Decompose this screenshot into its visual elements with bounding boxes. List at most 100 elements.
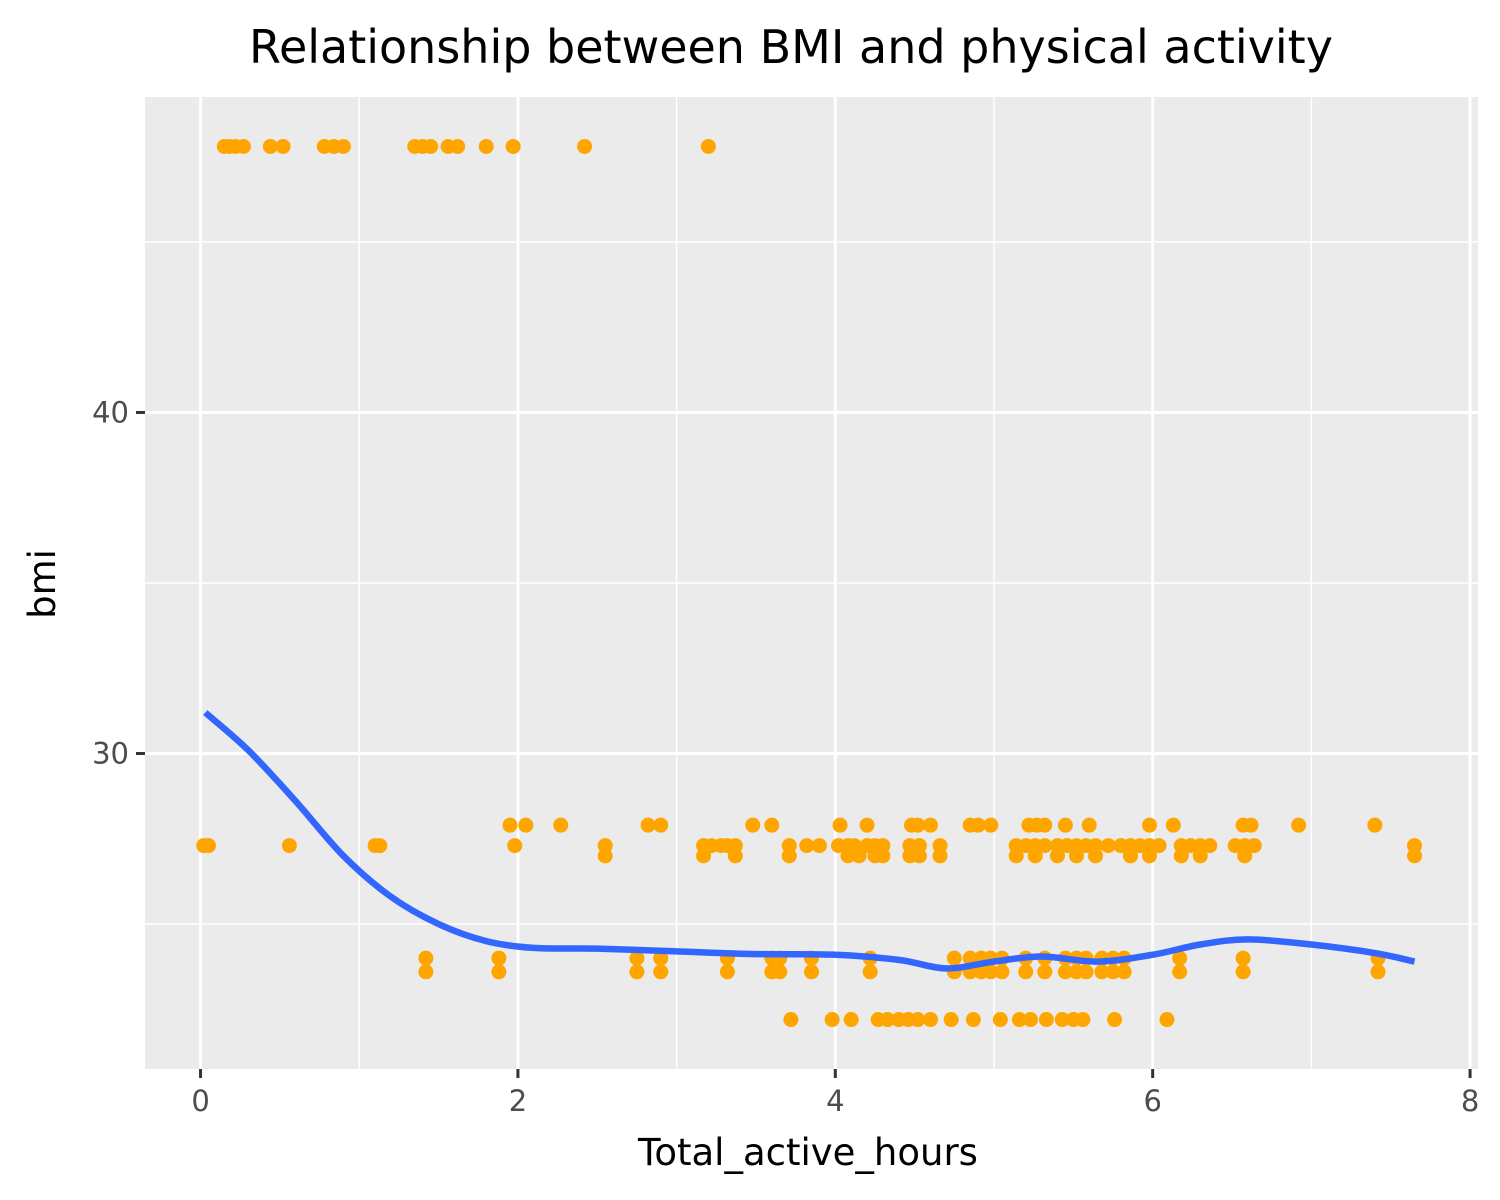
data-point [1069,848,1085,864]
data-point [983,964,999,980]
data-point [970,817,986,833]
data-point [923,1012,939,1028]
x-tick-label: 6 [1143,1084,1161,1118]
data-point [1246,838,1262,854]
data-point [1142,817,1158,833]
axes: 30 40 0 2 4 6 8 [92,395,1479,1118]
data-point [875,848,891,864]
data-point [1081,817,1097,833]
data-points [196,138,1423,1028]
data-point [1243,817,1259,833]
data-point [1159,1012,1175,1028]
smooth-line [203,710,1416,972]
data-point [629,964,645,980]
data-point [262,138,278,154]
data-point [772,964,788,980]
data-point [946,950,962,966]
x-tick-label: 8 [1461,1084,1479,1118]
data-point [727,848,743,864]
data-point [880,1012,896,1028]
data-point [994,964,1010,980]
data-point [1094,964,1110,980]
smooth-line-layer [203,710,1416,972]
data-point [577,138,593,154]
x-tick-label: 0 [191,1084,209,1118]
data-point [1367,817,1383,833]
data-point [629,950,645,966]
data-point [862,964,878,980]
data-point [811,838,827,854]
data-point [1173,848,1189,864]
data-point [1122,848,1138,864]
data-point [1192,848,1208,864]
data-point [1116,964,1132,980]
y-axis-title: bmi [21,549,64,619]
data-point [824,1012,840,1028]
data-point [1011,1012,1027,1028]
data-point [843,1012,859,1028]
data-point [1172,950,1188,966]
grid-lines [145,97,1478,1069]
data-point [1037,838,1053,854]
data-point [423,138,439,154]
data-point [1008,848,1024,864]
data-point [1235,964,1251,980]
data-point [1172,964,1188,980]
data-point [1075,1012,1091,1028]
data-point [1151,838,1167,854]
data-point [911,848,927,864]
data-point [502,817,518,833]
data-point [910,817,926,833]
data-point [1105,964,1121,980]
data-point [507,838,523,854]
data-point [719,964,735,980]
data-point [653,817,669,833]
chart-title: Relationship between BMI and physical ac… [249,20,1333,74]
data-point [1038,1012,1054,1028]
data-point [965,1012,981,1028]
data-point [1100,838,1116,854]
x-tick-label: 2 [509,1084,527,1118]
data-point [653,950,669,966]
data-point [1037,817,1053,833]
data-point [1018,964,1034,980]
data-point [859,817,875,833]
x-tick-label: 4 [826,1084,844,1118]
data-point [992,1012,1008,1028]
data-point [1037,964,1053,980]
data-point [372,838,388,854]
data-point [1057,817,1073,833]
data-point [1027,848,1043,864]
x-axis-title: Total_active_hours [637,1131,978,1174]
data-point [1237,848,1253,864]
data-point [1407,848,1423,864]
data-point [1054,1012,1070,1028]
data-point [799,838,815,854]
data-point [275,138,291,154]
data-point [1022,1012,1038,1028]
data-point [943,1012,959,1028]
data-point [505,138,521,154]
data-point [745,817,761,833]
data-point [1142,848,1158,864]
data-point [1291,817,1307,833]
data-point [1235,950,1251,966]
data-point [1370,964,1386,980]
data-point [450,138,466,154]
data-point [764,817,780,833]
data-point [1049,848,1065,864]
data-point [640,817,656,833]
data-point [235,138,251,154]
data-point [983,817,999,833]
y-tick-label: 40 [92,395,129,429]
data-point [1165,817,1181,833]
data-point [418,950,434,966]
data-point [491,964,507,980]
data-point [553,817,569,833]
data-point [281,838,297,854]
data-point [781,848,797,864]
data-point [418,964,434,980]
data-point [478,138,494,154]
